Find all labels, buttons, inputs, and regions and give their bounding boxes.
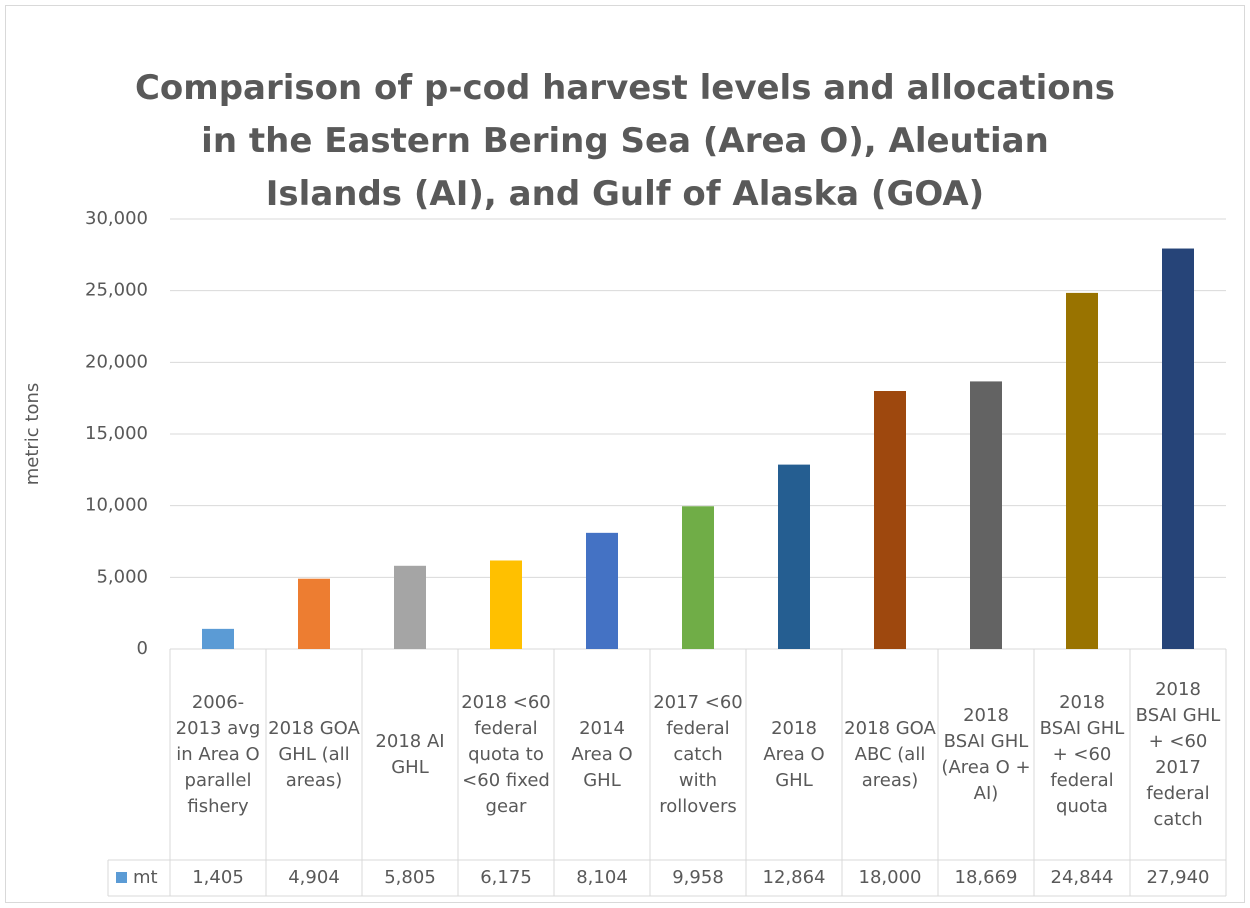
- x-tick-label: 2017 <60 federal catch with rollovers: [653, 691, 743, 817]
- data-table-value: 9,958: [672, 867, 724, 888]
- data-table-value: 5,805: [384, 867, 436, 888]
- y-tick-label: 30,000: [85, 208, 148, 229]
- data-table-value: 4,904: [288, 867, 340, 888]
- bar: [394, 565, 426, 649]
- legend-swatch: [116, 872, 127, 883]
- x-tick-label: 2018 BSAI GHL (Area O + AI): [941, 704, 1031, 804]
- data-table-value: 6,175: [480, 867, 532, 888]
- y-tick-label: 5,000: [96, 566, 148, 587]
- x-tick-label: 2018 GOA GHL (all areas): [268, 717, 360, 791]
- data-table-value: 27,940: [1146, 867, 1210, 888]
- bar: [202, 628, 234, 649]
- x-tick-label: 2018 Area O GHL: [763, 717, 825, 791]
- chart-title: Comparison of p-cod harvest levels and a…: [134, 68, 1116, 214]
- legend-label: mt: [133, 867, 158, 888]
- bar: [1066, 292, 1098, 649]
- y-tick-label: 0: [137, 638, 148, 659]
- bar: [970, 381, 1002, 649]
- y-tick-label: 15,000: [85, 423, 148, 444]
- data-table-value: 8,104: [576, 867, 628, 888]
- data-table-value: 1,405: [192, 867, 244, 888]
- x-tick-label: 2018 AI GHL: [375, 730, 445, 778]
- bar: [298, 578, 330, 649]
- bar: [874, 391, 906, 649]
- x-tick-label: 2018 <60 federal quota to <60 fixed gear: [461, 691, 551, 817]
- bar: [1162, 248, 1194, 649]
- y-tick-label: 10,000: [85, 495, 148, 516]
- x-tick-label: 2014 Area O GHL: [571, 717, 633, 791]
- data-table-value: 18,000: [858, 867, 922, 888]
- x-tick-label: 2018 BSAI GHL + <60 2017 federal catch: [1135, 678, 1221, 830]
- y-tick-label: 20,000: [85, 351, 148, 372]
- chart-border: [5, 5, 1245, 903]
- data-table-value: 12,864: [762, 867, 826, 888]
- data-table-value: 18,669: [954, 867, 1018, 888]
- x-tick-label: 2006-2013 avg in Area O parallel fishery: [175, 691, 261, 817]
- data-table-value: 24,844: [1050, 867, 1114, 888]
- bar: [586, 532, 618, 649]
- x-tick-label: 2018 BSAI GHL + <60 federal quota: [1039, 691, 1125, 817]
- y-tick-label: 25,000: [85, 280, 148, 301]
- bar: [778, 464, 810, 649]
- y-axis-label: metric tons: [22, 383, 43, 486]
- bar: [490, 560, 522, 649]
- bar: [682, 506, 714, 649]
- x-tick-label: 2018 GOA ABC (all areas): [844, 717, 936, 791]
